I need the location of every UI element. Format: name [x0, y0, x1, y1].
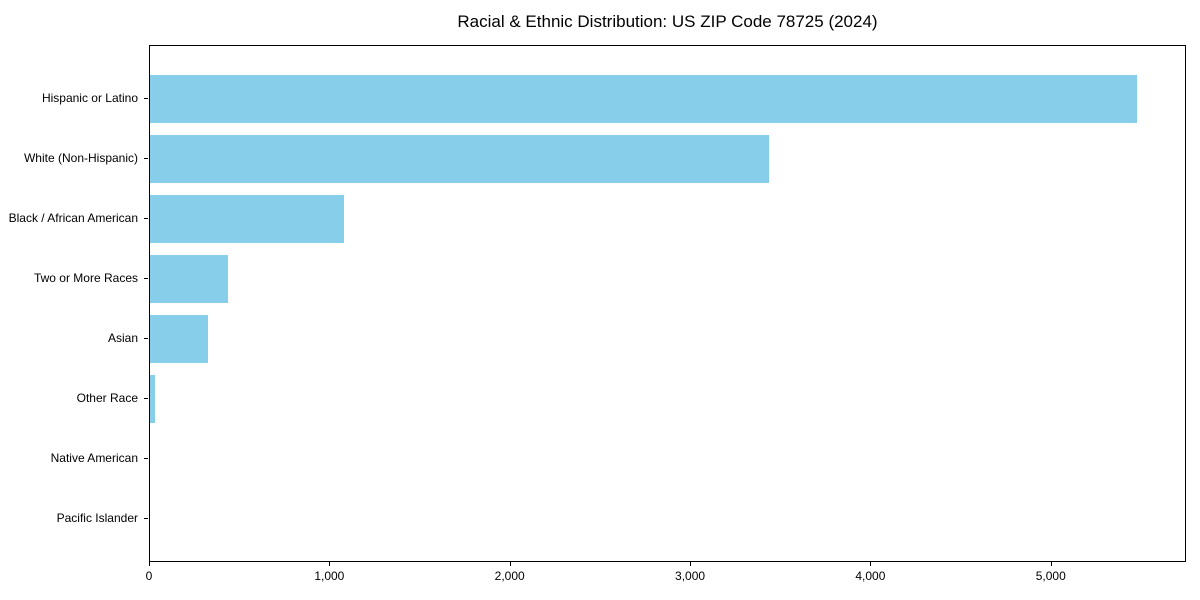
y-tick-mark [144, 458, 148, 460]
x-tick-label: 4,000 [855, 569, 886, 583]
x-tick-mark [509, 562, 511, 566]
y-tick-label: Pacific Islander [56, 511, 138, 526]
y-tick-mark [144, 518, 148, 520]
bar [150, 74, 1137, 123]
bar [150, 194, 344, 243]
bar [150, 375, 156, 423]
chart-title: Racial & Ethnic Distribution: US ZIP Cod… [457, 12, 878, 31]
x-tick-mark [1050, 562, 1052, 566]
x-tick-label: 1,000 [314, 569, 345, 583]
y-tick-label: Native American [50, 451, 138, 466]
y-tick-label: Asian [107, 330, 138, 345]
x-tick-label: 3,000 [675, 569, 706, 583]
y-tick-label: Hispanic or Latino [41, 90, 138, 105]
y-tick-label: White (Non-Hispanic) [23, 150, 138, 165]
plot-area [149, 45, 1186, 562]
bar [150, 314, 208, 363]
x-tick-label: 0 [145, 569, 153, 583]
y-tick-label: Other Race [76, 391, 138, 405]
y-tick-mark [144, 217, 148, 219]
y-tick-mark [144, 398, 148, 399]
x-tick-mark [870, 562, 872, 566]
x-tick-label: 2,000 [494, 569, 525, 583]
y-tick-label: Black / African American [8, 210, 138, 225]
x-tick-mark [690, 562, 692, 566]
x-tick-mark [329, 562, 331, 566]
y-tick-mark [144, 277, 148, 279]
x-tick-mark [149, 562, 150, 566]
y-tick-mark [144, 337, 148, 339]
y-tick-mark [144, 97, 148, 99]
y-tick-label: Two or More Races [33, 270, 138, 285]
y-tick-mark [144, 157, 148, 159]
bar [150, 254, 229, 303]
x-tick-label: 5,000 [1035, 569, 1066, 583]
bar [150, 134, 769, 183]
